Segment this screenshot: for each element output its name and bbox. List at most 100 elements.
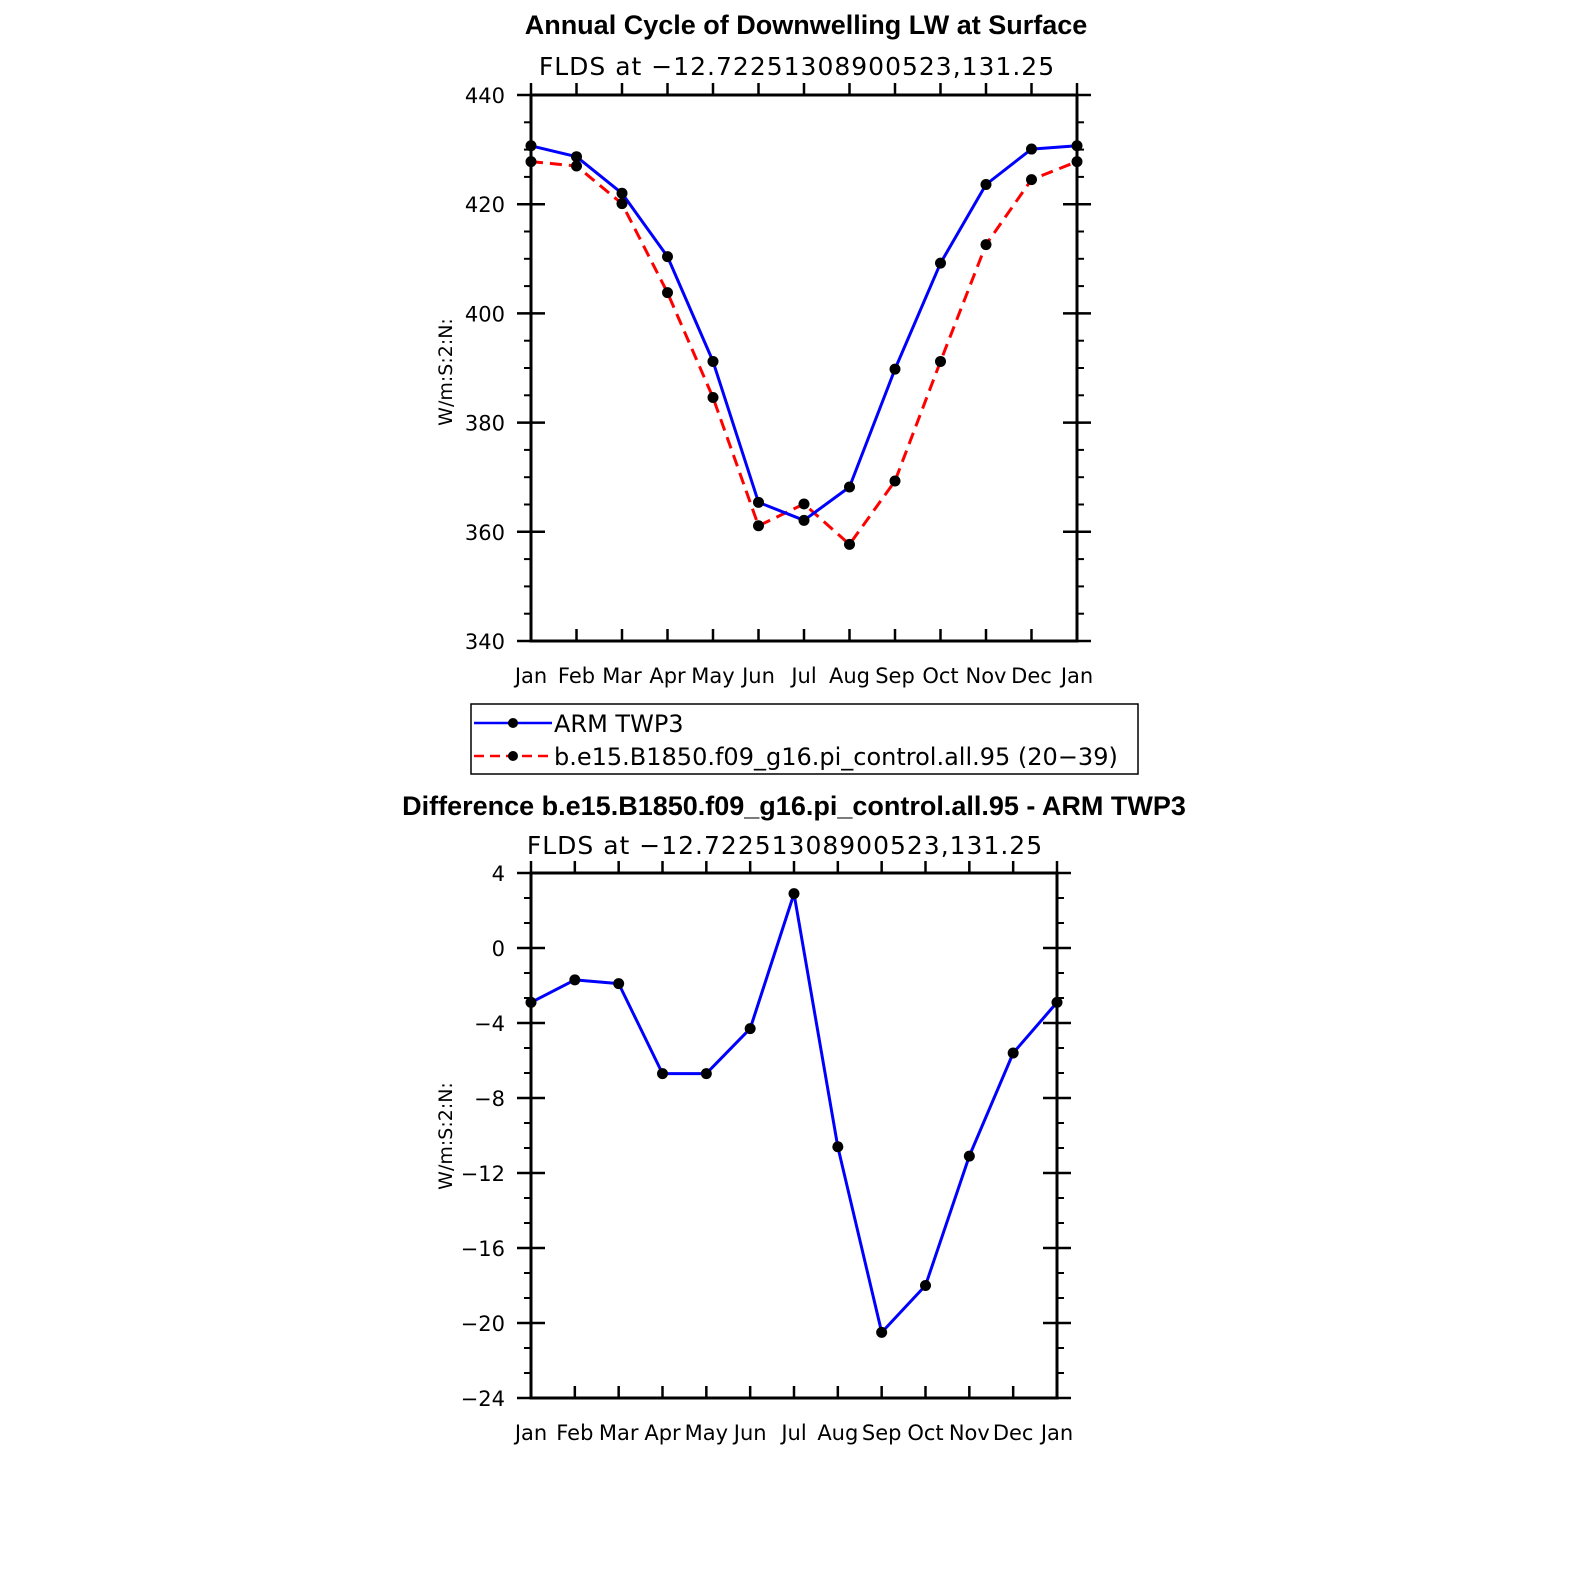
y-tick-label: 4 bbox=[492, 862, 505, 886]
legend-label-arm: ARM TWP3 bbox=[554, 710, 684, 738]
c2-series-0-point bbox=[613, 978, 625, 990]
y-tick-label: −4 bbox=[474, 1012, 505, 1036]
chart2-x-tick-labels: Jan Feb Mar Apr May Jun Jul Aug Sep Oct Nov Dec Jan bbox=[513, 1421, 1073, 1445]
chart1-y-axis-label: W/m:S:2:N: bbox=[435, 318, 457, 426]
c1-series-1-point bbox=[571, 160, 582, 172]
chart1-series bbox=[525, 140, 1083, 550]
x-tick-label: Dec bbox=[993, 1421, 1034, 1445]
c1-series-1-point bbox=[616, 198, 628, 210]
c1-series-0-point bbox=[889, 363, 901, 375]
c2-series-0-point bbox=[788, 888, 800, 900]
c1-series-0-point bbox=[753, 496, 764, 508]
x-tick-label: Jan bbox=[1039, 1421, 1073, 1445]
y-tick-label: 340 bbox=[465, 630, 505, 654]
y-tick-label: 440 bbox=[465, 84, 505, 108]
y-tick-label: 0 bbox=[492, 937, 505, 961]
c1-series-line-1 bbox=[530, 160, 1078, 546]
y-tick-label: −8 bbox=[474, 1087, 505, 1111]
x-tick-label: Apr bbox=[649, 664, 686, 688]
chart2-title: Difference b.e15.B1850.f09_g16.pi_contro… bbox=[402, 791, 1186, 821]
y-tick-label: −12 bbox=[461, 1162, 505, 1186]
c1-series-1-point bbox=[1026, 174, 1037, 186]
c2-series-0-point bbox=[1051, 996, 1063, 1008]
c2-series-0-point bbox=[569, 974, 581, 986]
x-tick-label: Apr bbox=[644, 1421, 681, 1445]
c1-series-1-point bbox=[707, 391, 719, 403]
y-tick-label: −20 bbox=[461, 1312, 505, 1336]
c1-series-1-point bbox=[935, 355, 946, 367]
x-tick-label: Mar bbox=[602, 664, 642, 688]
x-tick-label: Jun bbox=[740, 664, 775, 688]
legend-box bbox=[470, 703, 1139, 775]
c2-series-line-0 bbox=[530, 892, 1059, 1334]
legend-marker-arm bbox=[508, 718, 518, 728]
c2-series-0-point bbox=[963, 1150, 975, 1162]
chart2-subtitle: FLDS at −12.72251308900523,131.25 bbox=[527, 831, 1043, 860]
c2-series-0-point bbox=[876, 1326, 888, 1338]
x-tick-label: Mar bbox=[599, 1421, 639, 1445]
legend-label-model: b.e15.B1850.f09_g16.pi_control.all.95 (2… bbox=[554, 743, 1118, 771]
x-tick-label: Nov bbox=[949, 1421, 990, 1445]
c1-series-0-point bbox=[525, 140, 537, 152]
x-tick-label: Jun bbox=[732, 1421, 767, 1445]
x-tick-label: Dec bbox=[1011, 664, 1052, 688]
chart2-y-tick-labels: 4 0 −4 −8 −12 −16 −20 −24 bbox=[461, 862, 505, 1411]
c1-series-0-point bbox=[935, 257, 946, 269]
c2-series-0-point bbox=[525, 996, 537, 1008]
x-tick-label: Aug bbox=[817, 1421, 858, 1445]
c1-series-0-point bbox=[662, 251, 673, 263]
c1-series-0-point bbox=[844, 481, 855, 493]
x-tick-label: Nov bbox=[966, 664, 1007, 688]
c1-series-0-point bbox=[798, 514, 810, 526]
y-tick-label: 400 bbox=[465, 302, 505, 326]
chart2-y-axis-label: W/m:S:2:N: bbox=[435, 1082, 457, 1190]
c2-series-0-point bbox=[700, 1068, 712, 1080]
chart1-axes bbox=[517, 83, 1091, 643]
y-tick-label: −24 bbox=[461, 1387, 505, 1411]
y-tick-label: 380 bbox=[465, 412, 505, 436]
c1-series-line-0 bbox=[530, 144, 1078, 522]
x-tick-label: May bbox=[685, 1421, 728, 1445]
c1-series-0-point bbox=[616, 187, 628, 199]
chart1-x-tick-labels: Jan Feb Mar Apr May Jun Jul Aug Sep Oct Nov Dec Jan bbox=[513, 664, 1093, 688]
legend-marker-model bbox=[508, 751, 518, 761]
x-tick-label: May bbox=[691, 664, 734, 688]
x-tick-label: Jan bbox=[513, 664, 547, 688]
y-tick-label: −16 bbox=[461, 1237, 505, 1261]
c2-series-0-point bbox=[657, 1068, 668, 1080]
x-tick-label: Feb bbox=[556, 1421, 593, 1445]
x-tick-label: Oct bbox=[907, 1421, 943, 1445]
c1-series-1-point bbox=[662, 287, 673, 299]
x-tick-label: Aug bbox=[829, 664, 870, 688]
x-tick-label: Jan bbox=[1059, 664, 1093, 688]
x-tick-label: Oct bbox=[922, 664, 958, 688]
c1-series-0-point bbox=[1026, 143, 1037, 155]
x-tick-label: Sep bbox=[875, 664, 915, 688]
y-tick-label: 360 bbox=[465, 521, 505, 545]
c1-series-0-point bbox=[1071, 140, 1083, 152]
x-tick-label: Sep bbox=[862, 1421, 902, 1445]
c1-series-1-point bbox=[798, 498, 810, 510]
chart1-title: Annual Cycle of Downwelling LW at Surfac… bbox=[525, 10, 1088, 40]
chart2-series bbox=[525, 888, 1063, 1338]
c1-series-1-point bbox=[980, 239, 992, 251]
c2-series-0-point bbox=[1007, 1047, 1019, 1059]
c1-series-0-point bbox=[571, 151, 582, 163]
x-tick-label: Jul bbox=[789, 664, 816, 688]
y-tick-label: 420 bbox=[465, 193, 505, 217]
x-tick-label: Jan bbox=[513, 1421, 547, 1445]
c1-series-1-point bbox=[525, 156, 537, 168]
legend: ARM TWP3 b.e15.B1850.f09_g16.pi_control.… bbox=[470, 703, 1139, 775]
chart1-subtitle: FLDS at −12.72251308900523,131.25 bbox=[539, 52, 1055, 81]
c1-series-1-point bbox=[844, 538, 855, 550]
x-tick-label: Feb bbox=[558, 664, 595, 688]
c1-series-1-point bbox=[1071, 156, 1083, 168]
c2-series-0-point bbox=[920, 1280, 931, 1291]
chart1-y-tick-labels: 440 420 400 380 360 340 bbox=[465, 84, 505, 654]
c2-series-0-point bbox=[832, 1141, 844, 1153]
annual-cycle-chart: Annual Cycle of Downwelling LW at Surfac… bbox=[435, 10, 1093, 688]
c1-series-1-point bbox=[753, 520, 764, 532]
c1-series-0-point bbox=[707, 355, 719, 367]
difference-chart: Difference b.e15.B1850.f09_g16.pi_contro… bbox=[402, 791, 1186, 1445]
